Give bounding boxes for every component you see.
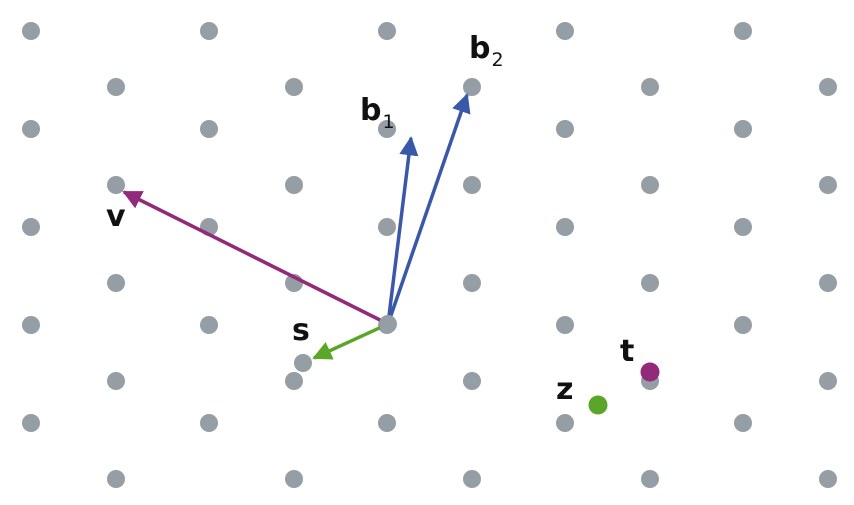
lattice-point	[641, 78, 659, 96]
vector-b1	[386, 136, 419, 325]
lattice-point	[556, 414, 574, 432]
lattice-point	[734, 414, 752, 432]
label-b2-subscript: 2	[491, 49, 503, 71]
lattice-point	[734, 120, 752, 138]
lattice-point	[556, 120, 574, 138]
lattice-point	[378, 414, 396, 432]
label-v: v	[106, 199, 126, 234]
lattice-point	[819, 372, 837, 390]
lattice-point	[641, 176, 659, 194]
vector-b2	[386, 93, 471, 325]
lattice-point	[22, 22, 40, 40]
lattice-point	[200, 316, 218, 334]
lattice-point	[819, 470, 837, 488]
lattice-point	[200, 120, 218, 138]
lattice-point	[285, 78, 303, 96]
lattice-point	[463, 372, 481, 390]
lattice-point	[734, 22, 752, 40]
lattice-point	[22, 414, 40, 432]
lattice-point	[556, 218, 574, 236]
lattice-point	[819, 176, 837, 194]
point-t	[640, 362, 660, 382]
lattice-point	[556, 22, 574, 40]
lattice-point	[285, 372, 303, 390]
lattice-point	[200, 22, 218, 40]
lattice-point	[378, 22, 396, 40]
label-t: t	[620, 334, 634, 369]
label-z: z	[556, 372, 573, 407]
lattice-point	[463, 78, 481, 96]
lattice-point	[734, 218, 752, 236]
label-b1-subscript: 1	[382, 111, 394, 133]
lattice-point	[22, 120, 40, 138]
lattice-point	[285, 470, 303, 488]
label-b2: b2	[469, 31, 504, 71]
label-b2-letter: b	[469, 31, 490, 66]
lattice-point	[107, 470, 125, 488]
lattice-point	[463, 274, 481, 292]
lattice-point	[200, 414, 218, 432]
origin-point	[379, 315, 397, 333]
lattice-point	[22, 218, 40, 236]
lattice-point	[819, 78, 837, 96]
lattice-point	[378, 120, 396, 138]
lattice-point	[285, 176, 303, 194]
lattice-point	[378, 218, 396, 236]
lattice-point	[819, 274, 837, 292]
lattice-point	[107, 274, 125, 292]
label-b1-letter: b	[360, 93, 381, 128]
lattice-point	[107, 176, 125, 194]
lattice-point	[734, 316, 752, 334]
lattice-points	[22, 22, 837, 488]
vector-s	[312, 322, 389, 360]
lattice-point	[463, 470, 481, 488]
vector-v	[122, 190, 389, 326]
lattice-point	[107, 372, 125, 390]
label-s: s	[292, 313, 310, 348]
lattice-point	[107, 78, 125, 96]
lattice-point	[294, 354, 312, 372]
point-z	[588, 395, 608, 415]
lattice-point	[556, 316, 574, 334]
label-b1: b1	[360, 93, 395, 133]
lattice-point	[641, 470, 659, 488]
lattice-point	[463, 176, 481, 194]
lattice-point	[22, 316, 40, 334]
lattice-point	[641, 274, 659, 292]
